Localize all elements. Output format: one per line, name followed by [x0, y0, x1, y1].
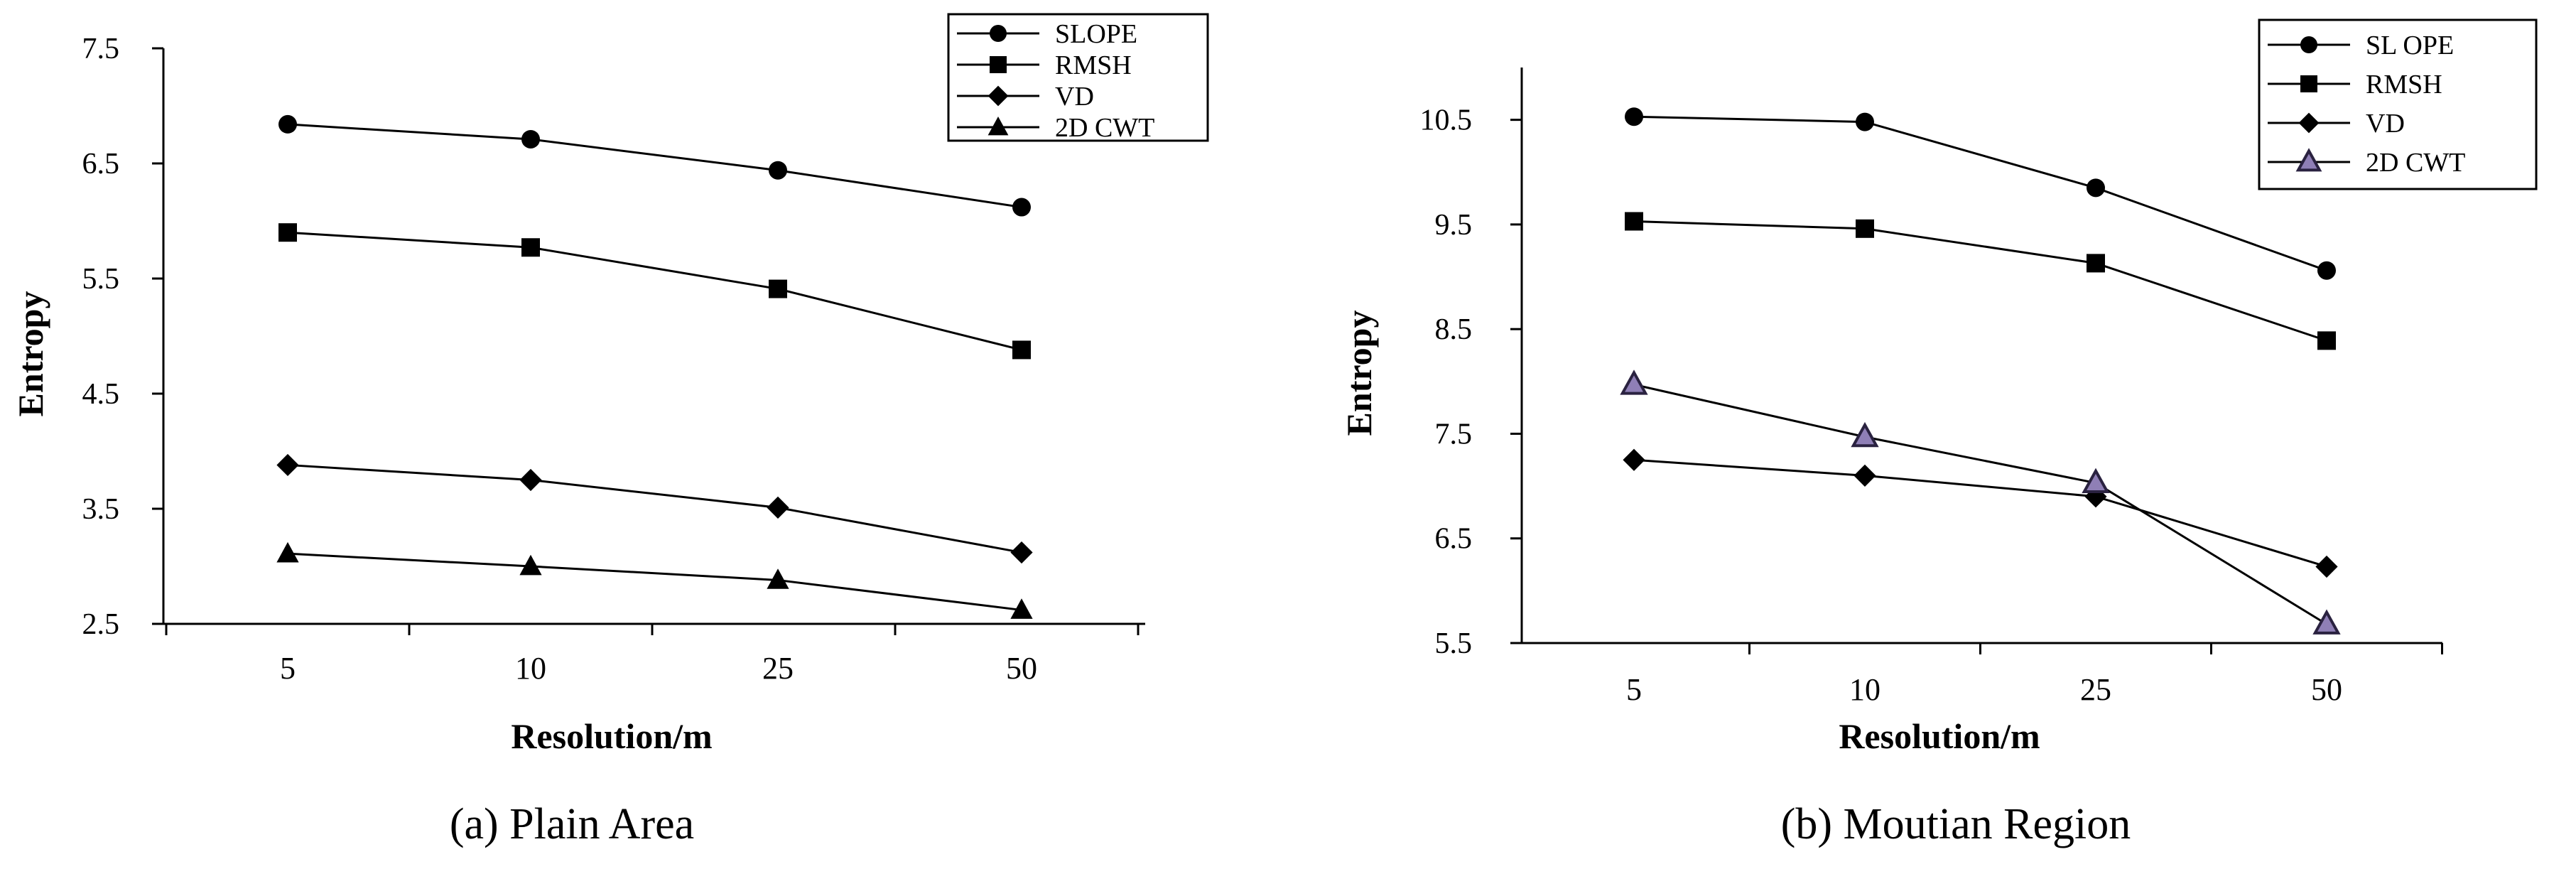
y-tick-label: 5.5 — [82, 263, 120, 296]
series-2d-cwt-point — [1851, 421, 1879, 448]
series-vd-point — [2315, 555, 2338, 578]
series-slope-point — [769, 161, 787, 180]
legend-label: VD — [2366, 109, 2405, 139]
series-2d-cwt-point — [1620, 369, 1648, 395]
legend-marker — [987, 117, 1009, 136]
series-rmsh-point — [769, 279, 787, 298]
series-rmsh-line — [1633, 220, 2327, 342]
x-tick-label: 25 — [2080, 672, 2111, 707]
x-axis-label: Resolution/m — [511, 716, 712, 756]
y-tick-label: 9.5 — [1435, 209, 1473, 242]
series-2d-cwt-point — [2082, 468, 2110, 494]
series-vd-line — [287, 463, 1022, 554]
series-rmsh-line — [287, 231, 1022, 351]
legend-marker — [990, 56, 1007, 73]
y-tick-label: 6.5 — [1435, 523, 1473, 556]
x-axis-label: Resolution/m — [1839, 716, 2040, 756]
chart-caption: (b) Moutian Region — [1781, 800, 2131, 848]
legend-marker — [990, 25, 1007, 42]
series-2d-cwt-point — [276, 541, 299, 563]
legend-label: SL OPE — [2366, 31, 2454, 60]
x-tick-label: 50 — [2311, 672, 2342, 707]
y-axis-label: Entropy — [1339, 311, 1379, 436]
series-slope-point — [1012, 198, 1031, 217]
x-tick-label: 5 — [1626, 672, 1642, 707]
chart-moutian-region: 10.5 9.5 8.5 7.5 6.5 5.5 5 10 25 50 Resolution/m En… — [1339, 18, 2538, 848]
x-tick-label: 10 — [515, 651, 546, 686]
series-slope-line — [287, 123, 1022, 209]
series-2d-cwt-point — [2312, 609, 2341, 635]
legend: SL OPE RMSH VD 2D CWT — [2258, 18, 2538, 190]
y-tick-label: 7.5 — [1435, 418, 1473, 450]
x-tick-label: 50 — [1006, 651, 1037, 686]
series-2d-cwt-line — [287, 552, 1022, 612]
y-tick-label: 4.5 — [82, 378, 120, 411]
legend-label: RMSH — [1055, 50, 1132, 80]
legend-label: SLOPE — [1055, 19, 1137, 49]
series-sl-ope-point — [2317, 261, 2336, 280]
legend-marker — [2298, 112, 2320, 134]
legend-label: RMSH — [2366, 70, 2442, 99]
series-slope-point — [521, 129, 540, 149]
legend-marker — [2300, 75, 2317, 92]
legend-marker — [2295, 148, 2322, 172]
series-sl-ope-point — [1625, 107, 1643, 126]
series-2d-cwt-line — [1633, 383, 2327, 625]
series-vd-point — [767, 496, 789, 519]
series-rmsh-point — [521, 238, 540, 257]
series-sl-ope-line — [1633, 115, 2327, 272]
x-tick-label: 10 — [1849, 672, 1880, 707]
series-slope-point — [278, 114, 297, 134]
legend-label: VD — [1055, 82, 1094, 112]
legend-marker — [987, 85, 1009, 107]
y-tick-label: 2.5 — [82, 608, 120, 641]
y-tick-label: 10.5 — [1420, 104, 1473, 137]
series-2d-cwt-point — [767, 568, 789, 589]
series-sl-ope-point — [2087, 178, 2105, 198]
series-vd-point — [1010, 541, 1033, 564]
y-tick-label: 8.5 — [1435, 313, 1473, 346]
series-sl-ope-point — [1856, 112, 1874, 131]
series-rmsh-point — [1856, 219, 1874, 238]
x-tick-label: 5 — [280, 651, 296, 686]
series-vd-point — [1853, 464, 1876, 487]
series-rmsh-point — [1625, 212, 1643, 231]
series-vd-point — [276, 453, 299, 477]
series-2d-cwt-point — [1010, 598, 1033, 619]
y-tick-label: 5.5 — [1435, 627, 1473, 660]
chart-caption: (a) Plain Area — [450, 800, 694, 848]
legend-label: 2D CWT — [2366, 148, 2465, 178]
series-rmsh-point — [2087, 254, 2105, 273]
y-tick-label: 6.5 — [82, 148, 120, 180]
legend-marker — [2300, 36, 2317, 53]
y-axis-label: Entropy — [11, 291, 50, 417]
legend-label: 2D CWT — [1055, 113, 1154, 143]
series-2d-cwt-point — [519, 554, 542, 576]
chart-plain-area: 7.5 6.5 5.5 4.5 3.5 2.5 5 10 25 50 Resolution/m Ent… — [11, 13, 1209, 848]
series-rmsh-point — [1012, 340, 1031, 360]
y-tick-label: 7.5 — [82, 33, 120, 65]
x-tick-label: 25 — [762, 651, 794, 686]
series-rmsh-point — [2317, 331, 2336, 350]
series-vd-line — [1633, 458, 2327, 568]
series-rmsh-point — [278, 223, 297, 242]
y-tick-label: 3.5 — [82, 493, 120, 526]
series-vd-point — [1623, 448, 1645, 471]
series-vd-point — [519, 468, 542, 492]
